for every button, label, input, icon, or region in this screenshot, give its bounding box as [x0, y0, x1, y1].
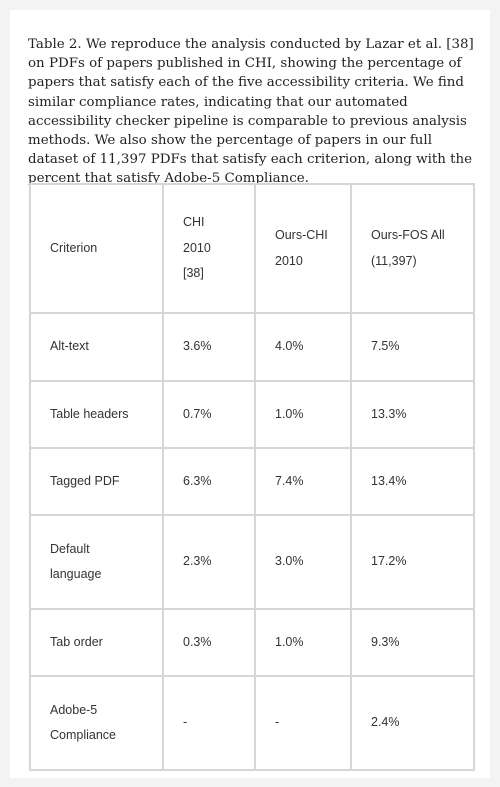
cell-ours-chi: 3.0% — [254, 514, 352, 610]
cell-criterion: Default language — [29, 514, 164, 610]
criterion-line: Alt-text — [50, 339, 89, 354]
cell-criterion: Tab order — [29, 608, 164, 677]
criterion-line: Compliance — [50, 728, 117, 742]
header-criterion: Criterion — [29, 183, 164, 314]
header-ours-fos: Ours-FOS All (11,397) — [350, 183, 475, 314]
cell-chi-2010: 0.7% — [162, 380, 256, 449]
header-chi-2010-line: [38] — [183, 266, 204, 281]
cell-chi-2010: 3.6% — [162, 312, 256, 382]
cell-ours-chi: 1.0% — [254, 380, 352, 449]
cell-chi-2010: 2.3% — [162, 514, 256, 610]
table-caption: Table 2. We reproduce the analysis condu… — [28, 37, 474, 187]
cell-ours-fos: 17.2% — [350, 514, 475, 610]
header-chi-2010-line: 2010 — [183, 240, 211, 255]
table-row: Alt-text 3.6% 4.0% 7.5% — [29, 312, 475, 382]
criterion-line: language — [50, 567, 102, 581]
cell-criterion: Table headers — [29, 380, 164, 449]
cell-criterion: Adobe-5 Compliance — [29, 675, 164, 771]
cell-ours-fos: 7.5% — [350, 312, 475, 382]
header-ours-chi: Ours-CHI 2010 — [254, 183, 352, 314]
cell-ours-chi: - — [254, 675, 352, 771]
header-ours-chi-line: Ours-CHI — [275, 228, 328, 242]
table-header-row: Criterion CHI 2010 [38] Ours-CHI 2010 Ou… — [29, 183, 475, 314]
table-row: Table headers 0.7% 1.0% 13.3% — [29, 380, 475, 449]
cell-ours-chi: 1.0% — [254, 608, 352, 677]
criterion-line: Tab order — [50, 634, 103, 649]
cell-ours-fos: 13.3% — [350, 380, 475, 449]
table-row: Default language 2.3% 3.0% 17.2% — [29, 514, 475, 610]
table-row: Tab order 0.3% 1.0% 9.3% — [29, 608, 475, 677]
criterion-line: Tagged PDF — [50, 473, 120, 488]
table-row: Tagged PDF 6.3% 7.4% 13.4% — [29, 447, 475, 516]
header-chi-2010: CHI 2010 [38] — [162, 183, 256, 314]
cell-ours-fos: 9.3% — [350, 608, 475, 677]
criterion-line: Adobe-5 — [50, 702, 98, 717]
header-criterion-line: Criterion — [50, 240, 98, 255]
header-ours-fos-line: Ours-FOS All — [371, 228, 445, 242]
cell-ours-fos: 13.4% — [350, 447, 475, 516]
cell-criterion: Alt-text — [29, 312, 164, 382]
cell-chi-2010: 0.3% — [162, 608, 256, 677]
cell-chi-2010: - — [162, 675, 256, 771]
cell-ours-chi: 4.0% — [254, 312, 352, 382]
cell-ours-fos: 2.4% — [350, 675, 475, 771]
cell-ours-chi: 7.4% — [254, 447, 352, 516]
header-ours-chi-line: 2010 — [275, 253, 303, 268]
table-row: Adobe-5 Compliance - - 2.4% — [29, 675, 475, 771]
criterion-line: Table headers — [50, 406, 129, 421]
cell-chi-2010: 6.3% — [162, 447, 256, 516]
criterion-line: Default — [50, 541, 90, 556]
table-card: Table 2. We reproduce the analysis condu… — [10, 10, 490, 778]
header-ours-fos-line: (11,397) — [371, 253, 417, 268]
results-table: Criterion CHI 2010 [38] Ours-CHI 2010 Ou… — [29, 183, 475, 771]
header-chi-2010-line: CHI — [183, 215, 205, 230]
cell-criterion: Tagged PDF — [29, 447, 164, 516]
